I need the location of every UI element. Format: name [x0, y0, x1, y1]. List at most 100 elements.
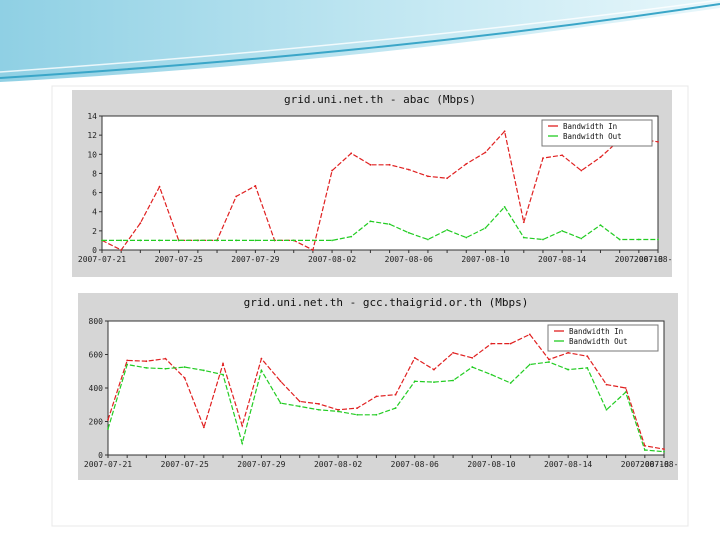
- y-tick-label: 600: [89, 351, 104, 360]
- data-point: [331, 239, 333, 242]
- data-point: [298, 405, 301, 408]
- data-point: [490, 373, 493, 376]
- data-point: [177, 239, 180, 242]
- data-point: [145, 360, 148, 363]
- data-point: [548, 361, 550, 363]
- data-point: [663, 448, 665, 451]
- data-point: [331, 169, 333, 172]
- data-point: [107, 428, 109, 430]
- data-point: [235, 195, 238, 198]
- legend-label: Bandwidth Out: [569, 337, 628, 346]
- data-point: [375, 413, 378, 416]
- series-line-bandwidth-out: [107, 361, 665, 453]
- x-tick-label: 2007-08-14: [538, 255, 586, 264]
- data-point: [484, 151, 487, 154]
- y-tick-label: 2: [92, 227, 97, 236]
- data-point: [586, 367, 589, 369]
- data-point: [292, 239, 295, 242]
- data-point: [503, 130, 506, 133]
- x-tick-label: 2007-08-19: [634, 255, 672, 264]
- data-point: [452, 351, 455, 354]
- data-point: [139, 239, 142, 242]
- data-point: [183, 377, 186, 379]
- y-tick-label: 8: [92, 169, 97, 178]
- y-tick-label: 14: [87, 112, 97, 121]
- chart-title: grid.uni.net.th - abac (Mbps): [284, 93, 476, 106]
- legend: [541, 119, 653, 147]
- y-tick-label: 0: [92, 246, 97, 255]
- data-point: [561, 154, 564, 157]
- y-tick-label: 200: [89, 418, 104, 427]
- data-point: [158, 185, 161, 188]
- data-point: [599, 156, 602, 159]
- y-tick-label: 10: [87, 150, 97, 159]
- series-line-bandwidth-in: [107, 333, 665, 450]
- data-point: [222, 362, 224, 365]
- data-point: [433, 381, 435, 384]
- data-point: [471, 356, 474, 359]
- data-point: [433, 368, 435, 371]
- data-point: [164, 357, 167, 360]
- data-point: [452, 379, 455, 382]
- data-point: [637, 238, 640, 241]
- data-point: [279, 402, 282, 404]
- chart-gcc: grid.uni.net.th - gcc.thaigrid.or.th (Mb…: [78, 293, 678, 480]
- data-point: [567, 351, 570, 354]
- data-point: [241, 424, 244, 427]
- data-point: [427, 175, 429, 178]
- data-point: [273, 239, 276, 242]
- data-point: [337, 410, 339, 413]
- data-point: [657, 238, 659, 241]
- data-point: [528, 333, 531, 336]
- data-point: [599, 224, 602, 227]
- x-tick-label: 2007-08-02: [308, 255, 356, 264]
- data-point: [337, 408, 339, 411]
- banner-swoosh-2: [0, 0, 720, 73]
- content-frame: [51, 85, 689, 527]
- data-point: [522, 221, 525, 224]
- x-tick-label: 2007-07-25: [161, 460, 209, 469]
- banner-swoosh: [0, 3, 720, 79]
- data-point: [427, 238, 429, 241]
- data-point: [446, 177, 449, 180]
- data-point: [663, 450, 665, 453]
- data-point: [356, 413, 359, 416]
- x-tick-label: 2007-08-02: [314, 460, 362, 469]
- data-point: [350, 152, 353, 155]
- y-tick-label: 4: [92, 208, 97, 217]
- data-point: [145, 367, 148, 369]
- x-tick-label: 2007-08-06: [385, 255, 433, 264]
- x-tick-label: 2007-08-06: [391, 460, 439, 469]
- y-tick-label: 0: [98, 451, 103, 460]
- x-tick-label: 2007-08-18: [615, 255, 663, 264]
- data-point: [624, 387, 627, 389]
- x-tick-label: 2007-08-19: [640, 460, 678, 469]
- data-point: [509, 382, 512, 384]
- chart-abac: grid.uni.net.th - abac (Mbps) 0 2 4 6 8 10 12 14…: [72, 90, 672, 277]
- data-point: [605, 383, 608, 386]
- data-point: [298, 400, 301, 403]
- data-point: [235, 239, 238, 242]
- chart-gcc-svg: grid.uni.net.th - gcc.thaigrid.or.th (Mb…: [84, 296, 678, 469]
- data-point: [202, 426, 205, 429]
- data-point: [388, 223, 391, 226]
- data-point: [254, 239, 257, 242]
- data-point: [567, 368, 570, 371]
- data-point: [586, 355, 589, 358]
- data-point: [311, 239, 314, 242]
- data-point: [126, 359, 129, 362]
- data-point: [158, 239, 161, 242]
- data-point: [465, 236, 468, 239]
- data-point: [394, 393, 397, 396]
- x-tick-label: 2007-07-29: [231, 255, 279, 264]
- data-point: [446, 229, 449, 231]
- data-point: [196, 239, 199, 242]
- data-point: [618, 238, 621, 241]
- data-point: [605, 408, 608, 411]
- data-point: [394, 407, 397, 409]
- data-point: [216, 239, 218, 242]
- data-point: [643, 444, 646, 447]
- x-tick-label: 2007-07-25: [155, 255, 203, 264]
- y-tick-label: 800: [89, 317, 104, 326]
